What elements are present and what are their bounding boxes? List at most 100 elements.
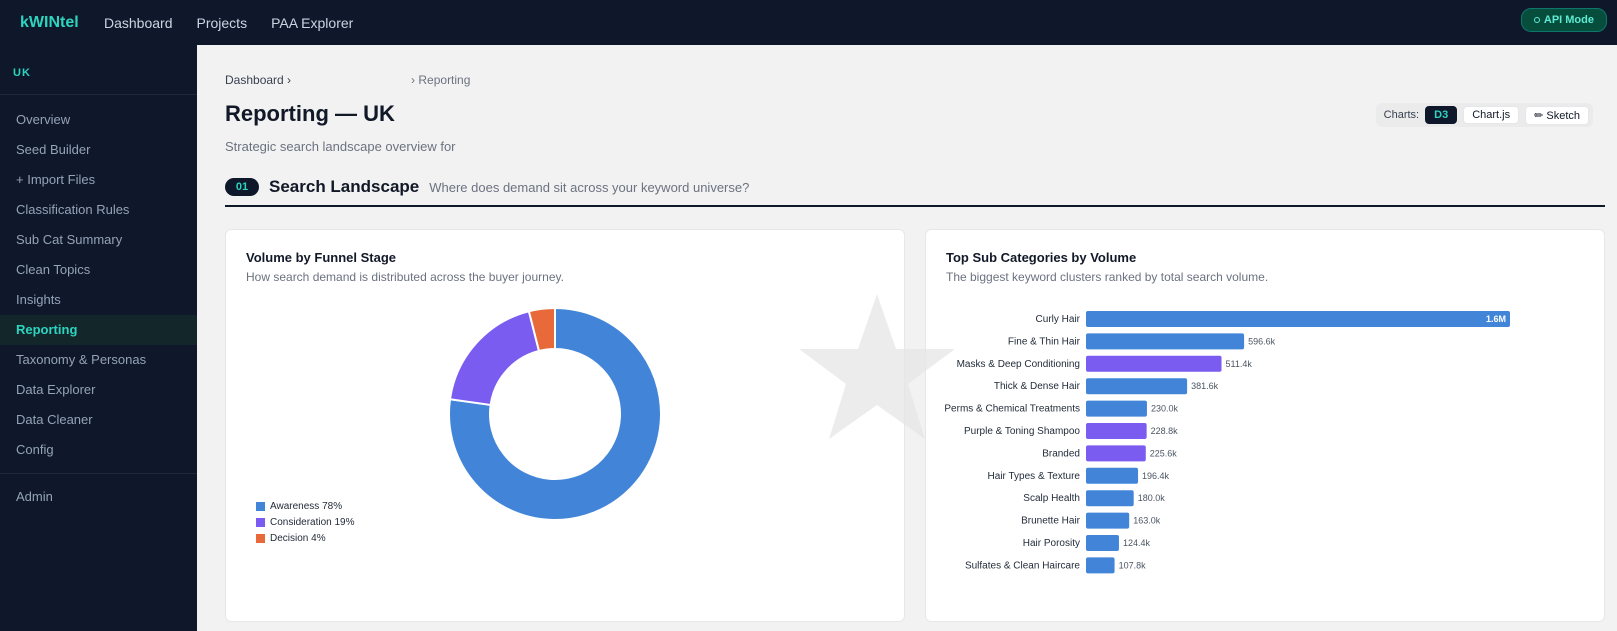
bar-value-label: 180.0k: [1138, 493, 1166, 503]
bar[interactable]: [1086, 535, 1119, 551]
legend-label: Decision 4%: [270, 532, 326, 544]
sidebar-item-config[interactable]: Config: [16, 442, 54, 457]
section-title: Search Landscape: [269, 177, 420, 196]
bar-value-label: 230.0k: [1151, 404, 1179, 414]
bar-value-label: 163.0k: [1133, 516, 1161, 526]
donut-slice-consideration[interactable]: [448, 310, 541, 407]
legend-label: Awareness 78%: [270, 500, 343, 512]
star-watermark-icon: [799, 294, 955, 439]
donut-slice-decision[interactable]: [527, 306, 556, 353]
section-header: 01 Search Landscape Where does demand si…: [225, 177, 1605, 207]
page-subtitle: Strategic search landscape overview for: [225, 139, 456, 154]
breadcrumb-current: › Reporting: [411, 73, 471, 87]
bar-category-label: Branded: [1042, 448, 1080, 459]
section-description: Where does demand sit across your keywor…: [429, 180, 750, 195]
sidebar-item-reporting[interactable]: Reporting: [0, 315, 197, 345]
sidebar-item-classification-rules[interactable]: Classification Rules: [16, 202, 130, 217]
legend-swatch-awareness: [256, 501, 265, 511]
bar-category-label: Hair Types & Texture: [988, 471, 1081, 482]
bar-category-label: Thick & Dense Hair: [994, 381, 1081, 392]
bar[interactable]: [1086, 400, 1147, 417]
bar-category-label: Sulfates & Clean Haircare: [965, 560, 1080, 571]
sidebar-item-taxonomy-personas[interactable]: Taxonomy & Personas: [16, 352, 147, 367]
bar-category-label: Masks & Deep Conditioning: [957, 359, 1080, 370]
bar[interactable]: [1086, 378, 1188, 395]
sidebar: UK Overview Seed Builder + Import Files …: [0, 45, 197, 631]
bar-category-label: Perms & Chemical Treatments: [944, 404, 1080, 415]
card-subtitle: How search demand is distributed across …: [246, 270, 564, 284]
topnav-paa-explorer[interactable]: PAA Explorer: [271, 14, 354, 31]
sidebar-item-data-cleaner[interactable]: Data Cleaner: [16, 412, 93, 427]
sub-category-card: Top Sub Categories by Volume The biggest…: [925, 229, 1605, 622]
topnav-dashboard[interactable]: Dashboard: [104, 14, 173, 31]
api-mode-label: API Mode: [1543, 14, 1594, 26]
bar-category-label: Purple & Toning Shampoo: [964, 426, 1080, 437]
chart-option-sketch[interactable]: ✏ Sketch: [1525, 105, 1589, 125]
bar[interactable]: [1086, 333, 1245, 350]
sidebar-item-data-explorer[interactable]: Data Explorer: [16, 382, 96, 397]
sidebar-region: UK: [0, 45, 197, 95]
breadcrumb-dashboard[interactable]: Dashboard ›: [225, 73, 292, 87]
funnel-stage-card: Volume by Funnel Stage How search demand…: [225, 229, 905, 622]
bar-value-label: 196.4k: [1142, 471, 1170, 481]
legend-label: Consideration 19%: [270, 516, 355, 528]
sidebar-item-sub-cat-summary[interactable]: Sub Cat Summary: [16, 232, 123, 247]
card-subtitle: The biggest keyword clusters ranked by t…: [946, 270, 1269, 284]
bar-value-label: 225.6k: [1150, 448, 1178, 458]
legend-swatch-consideration: [256, 517, 265, 527]
top-bar: kWINtel Dashboard Projects PAA Explorer …: [0, 0, 1617, 45]
section-number-badge: 01: [225, 178, 259, 196]
bar[interactable]: [1086, 355, 1222, 372]
chart-option-d3[interactable]: D3: [1425, 106, 1458, 124]
bar-value-label: 511.4k: [1226, 359, 1253, 369]
chart-switch-label: Charts:: [1383, 109, 1420, 121]
bar-category-label: Scalp Health: [1023, 493, 1080, 504]
bar[interactable]: [1086, 490, 1134, 507]
page-title: Reporting — UK: [225, 101, 395, 126]
bar-category-label: Curly Hair: [1036, 314, 1081, 325]
sidebar-item-overview[interactable]: Overview: [16, 112, 71, 127]
bar[interactable]: [1086, 467, 1139, 484]
bar-value-label: 596.6k: [1248, 336, 1276, 346]
main-content: Dashboard › › Reporting Reporting — UK S…: [197, 45, 1617, 631]
sidebar-item-import-files[interactable]: + Import Files: [16, 172, 96, 187]
brand-logo[interactable]: kWINtel: [20, 13, 79, 31]
sidebar-item-seed-builder[interactable]: Seed Builder: [16, 142, 91, 157]
legend-item: Consideration 19%: [256, 514, 355, 530]
sidebar-divider: [0, 473, 197, 474]
legend-item: Awareness 78%: [256, 498, 355, 514]
breadcrumb-blank: [291, 73, 411, 87]
sidebar-item-admin[interactable]: Admin: [16, 489, 53, 504]
topnav-projects[interactable]: Projects: [196, 14, 248, 31]
funnel-donut-chart: [448, 306, 662, 521]
bar-category-label: Brunette Hair: [1021, 516, 1081, 527]
card-title: Top Sub Categories by Volume: [946, 250, 1137, 265]
bar[interactable]: [1086, 423, 1147, 439]
bar[interactable]: [1086, 512, 1130, 529]
api-mode-button[interactable]: API Mode: [1520, 8, 1607, 32]
bar-value-label: 381.6k: [1191, 381, 1219, 391]
chart-option-chartjs[interactable]: Chart.js: [1463, 106, 1520, 124]
bar[interactable]: [1086, 557, 1115, 574]
sidebar-item-clean-topics[interactable]: Clean Topics: [16, 262, 91, 277]
bar-category-label: Hair Porosity: [1023, 538, 1080, 549]
legend-item: Decision 4%: [256, 530, 355, 546]
sidebar-nav: Overview Seed Builder + Import Files Cla…: [0, 95, 197, 512]
chart-library-switch: Charts: D3 Chart.js ✏ Sketch: [1375, 103, 1593, 127]
status-dot-icon: [1533, 17, 1540, 23]
sub-category-bar-chart: Curly Hair 1.6M Fine & Thin Hair 596.6k Mask…: [944, 311, 1510, 574]
donut-slice-awareness[interactable]: [448, 306, 662, 521]
top-nav: Dashboard Projects PAA Explorer: [104, 15, 353, 31]
bar-value-label: 1.6M: [1486, 314, 1506, 324]
funnel-legend: Awareness 78% Consideration 19% Decision…: [256, 498, 355, 546]
legend-swatch-decision: [256, 533, 265, 543]
breadcrumb: Dashboard › › Reporting: [225, 73, 470, 87]
bar[interactable]: [1086, 311, 1510, 327]
card-title: Volume by Funnel Stage: [246, 250, 397, 265]
sidebar-item-insights[interactable]: Insights: [16, 292, 61, 307]
bar-value-label: 228.8k: [1151, 426, 1179, 436]
bar-value-label: 107.8k: [1119, 560, 1147, 570]
bar-value-label: 124.4k: [1123, 538, 1151, 548]
bar-category-label: Fine & Thin Hair: [1008, 336, 1081, 347]
bar[interactable]: [1086, 445, 1146, 462]
